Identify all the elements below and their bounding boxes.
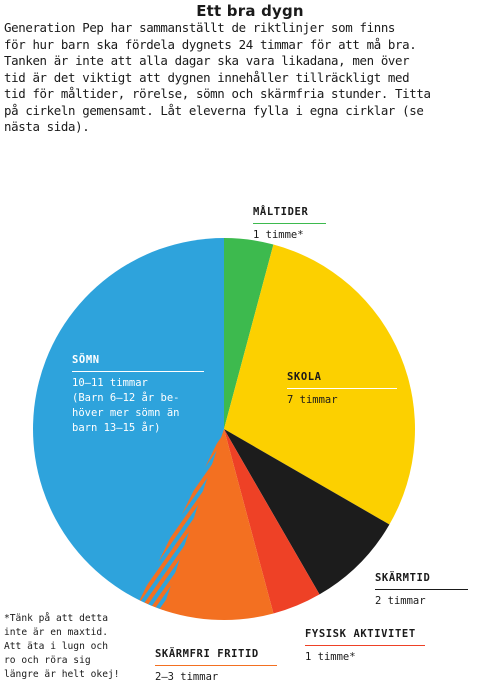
- pie-slice-skola: [224, 244, 415, 525]
- label-somn-title: SÖMN: [72, 354, 100, 366]
- intro-line: tid är det viktigt att dygnen innehåller…: [4, 69, 410, 85]
- label-skola-value: 7 timmar: [287, 394, 338, 406]
- footnote-line: ro och röra sig: [4, 655, 91, 666]
- page-title: Ett bra dygn: [196, 2, 304, 20]
- intro-line: Generation Pep har sammanställt de riktl…: [4, 20, 396, 35]
- label-skola-title: SKOLA: [287, 371, 322, 383]
- intro-line: Tanken är inte att alla dagar ska vara l…: [4, 53, 410, 68]
- intro-line: för hur barn ska fördela dygnets 24 timm…: [4, 36, 417, 52]
- label-fysisk-aktivitet-value: 1 timme*: [305, 651, 356, 663]
- footnote: *Tänk på att detta inte är en maxtid. At…: [4, 612, 144, 682]
- label-fysisk-aktivitet-title: FYSISK AKTIVITET: [305, 628, 416, 640]
- intro-text: Generation Pep har sammanställt de riktl…: [4, 20, 496, 136]
- label-maltider-rule: [253, 223, 326, 224]
- pie-slice-fysisk-aktivitet: [224, 429, 320, 614]
- label-skarmtid-value: 2 timmar: [375, 595, 426, 607]
- label-somn-rule: [72, 371, 204, 372]
- label-skarmfri-fritid-rule: [155, 665, 277, 666]
- footnote-line: längre är helt okej!: [4, 669, 120, 680]
- label-skola-rule: [287, 388, 397, 389]
- intro-line: tid för måltider, rörelse, sömn och skär…: [4, 86, 431, 101]
- label-somn-note: barn 13–15 år): [72, 422, 161, 434]
- footnote-line: *Tänk på att detta: [4, 613, 108, 624]
- label-skarmtid-rule: [375, 589, 468, 590]
- label-skarmtid-title: SKÄRMTID: [375, 572, 431, 584]
- label-somn: SÖMN 10–11 timmar (Barn 6–12 år be- höve…: [72, 353, 204, 436]
- label-maltider-value: 1 timme*: [253, 229, 304, 241]
- label-skarmtid: SKÄRMTID 2 timmar: [375, 571, 468, 609]
- label-skarmfri-fritid-title: SKÄRMFRI FRITID: [155, 648, 259, 660]
- pie-slices: [33, 238, 415, 620]
- pie-slice-skarmtid: [224, 429, 390, 595]
- intro-line: på cirkeln gemensamt. Låt eleverna fylla…: [4, 102, 424, 118]
- footnote-line: Att äta i lugn och: [4, 641, 108, 652]
- label-somn-note: höver mer sömn än: [72, 407, 180, 419]
- intro-line: nästa sida).: [4, 119, 90, 134]
- label-fysisk-aktivitet-rule: [305, 645, 425, 646]
- label-skarmfri-fritid-value: 2–3 timmar: [155, 671, 219, 683]
- pie-slice-skarmfri-fritid: [150, 429, 274, 620]
- label-maltider: MÅLTIDER 1 timme*: [253, 205, 326, 243]
- label-skola: SKOLA 7 timmar: [287, 370, 397, 408]
- pie-slice-somn: [33, 238, 225, 606]
- pie-slice-maltider: [224, 238, 274, 429]
- label-somn-value: 10–11 timmar: [72, 377, 148, 389]
- label-somn-note: (Barn 6–12 år be-: [72, 392, 180, 404]
- footnote-line: inte är en maxtid.: [4, 627, 108, 638]
- label-maltider-title: MÅLTIDER: [253, 206, 309, 218]
- pie-slice-hatched-overlap: [139, 429, 224, 610]
- label-fysisk-aktivitet: FYSISK AKTIVITET 1 timme*: [305, 627, 425, 665]
- label-skarmfri-fritid: SKÄRMFRI FRITID 2–3 timmar: [155, 647, 277, 685]
